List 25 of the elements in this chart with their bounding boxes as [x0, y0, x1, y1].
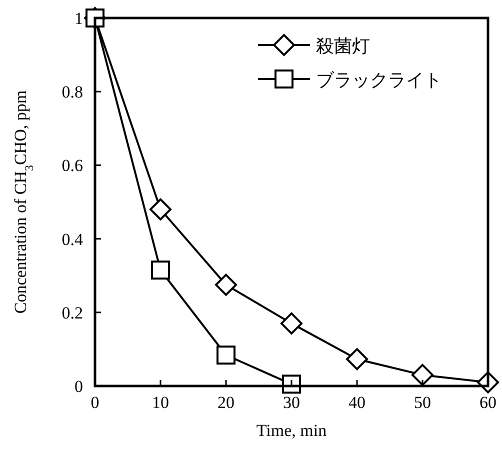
y-tick-label: 0.8 [62, 82, 83, 102]
point [346, 348, 368, 370]
y-tick-label: 0.4 [62, 230, 84, 249]
point [412, 364, 434, 386]
x-tick-label: 60 [480, 393, 496, 412]
point [216, 346, 236, 365]
y-tick-label: 0.6 [62, 156, 83, 176]
x-tick-label: 0 [90, 393, 100, 412]
legend-label: ブラックライト [316, 70, 442, 90]
point [282, 374, 301, 394]
point [150, 198, 172, 220]
x-tick-label: 40 [348, 393, 366, 412]
point [86, 8, 104, 28]
x-tick-label: 30 [283, 393, 300, 412]
x-tick-label: 10 [152, 393, 169, 412]
point [215, 274, 237, 296]
y-tick-label: 1 [74, 9, 83, 28]
y-tick-label: 0.2 [62, 303, 83, 322]
x-axis-title: Time, min [256, 421, 328, 440]
point [151, 260, 170, 280]
x-tick-label: 20 [218, 393, 234, 412]
x-tick-label: 50 [414, 393, 431, 412]
y-tick-label: 0 [74, 377, 83, 396]
legend-label: 殺菌灯 [316, 36, 370, 56]
point [280, 312, 302, 334]
